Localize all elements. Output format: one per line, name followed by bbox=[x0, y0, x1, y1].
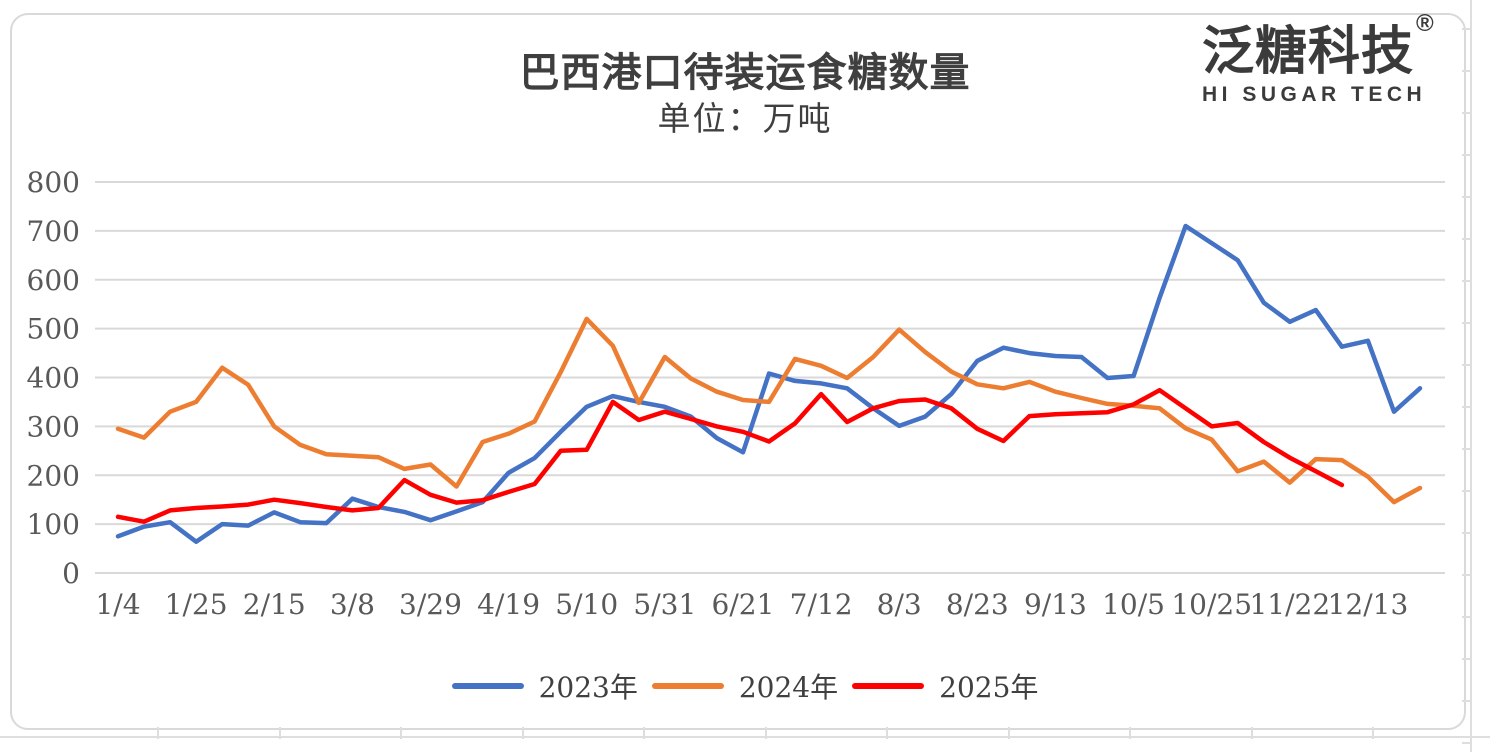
y-axis-tick-label: 700 bbox=[27, 215, 80, 248]
worksheet-gridline bbox=[1462, 658, 1472, 660]
worksheet-gridline bbox=[1462, 322, 1472, 324]
worksheet-gridline bbox=[1462, 154, 1472, 156]
x-axis-tick-label: 5/10 bbox=[555, 588, 618, 621]
x-axis-tick-label: 6/21 bbox=[712, 588, 775, 621]
x-axis-tick-label: 5/31 bbox=[633, 588, 696, 621]
x-axis-tick-label: 4/19 bbox=[477, 588, 540, 621]
chart-unit-subtitle: 单位：万吨 bbox=[657, 99, 833, 138]
worksheet-gridline bbox=[1462, 448, 1472, 450]
x-axis-tick-label: 10/25 bbox=[1171, 588, 1252, 621]
y-axis-tick-label: 100 bbox=[27, 508, 80, 541]
worksheet-gridline bbox=[1462, 196, 1472, 198]
worksheet-gridline bbox=[1470, 0, 1472, 752]
worksheet-gridline bbox=[1462, 532, 1472, 534]
logo-text-cn: 泛糖科技® bbox=[1202, 9, 1435, 81]
worksheet-gridline bbox=[521, 727, 524, 739]
y-axis-tick-label: 300 bbox=[27, 410, 80, 443]
worksheet-gridline bbox=[1007, 727, 1010, 739]
x-axis-tick-label: 1/4 bbox=[95, 588, 140, 621]
legend-swatch-2024年 bbox=[651, 683, 724, 689]
legend-swatch-2025年 bbox=[852, 683, 925, 689]
worksheet-gridline bbox=[157, 727, 159, 739]
x-axis-tick-label: 8/23 bbox=[946, 588, 1009, 621]
series-line-2025年 bbox=[115, 387, 1345, 524]
worksheet-gridline bbox=[1462, 490, 1472, 492]
worksheet-gridline bbox=[0, 736, 1490, 738]
registered-trademark-icon: ® bbox=[1416, 9, 1435, 37]
chart-title: 巴西港口待装运食糖数量 bbox=[519, 49, 971, 96]
x-axis-tick-label: 10/5 bbox=[1102, 588, 1165, 621]
x-axis-tick-label: 1/25 bbox=[165, 588, 228, 621]
y-axis-tick-label: 800 bbox=[27, 166, 80, 199]
y-axis-tick-label: 600 bbox=[27, 264, 80, 297]
worksheet-gridline bbox=[1129, 727, 1131, 739]
chart-frame bbox=[10, 13, 1466, 730]
worksheet-gridline bbox=[1462, 406, 1472, 408]
x-axis-tick-label: 9/13 bbox=[1024, 588, 1087, 621]
worksheet-gridline bbox=[1250, 727, 1253, 739]
worksheet-gridline bbox=[1462, 70, 1472, 72]
worksheet-gridline bbox=[1462, 700, 1472, 702]
worksheet-gridline bbox=[1372, 727, 1374, 739]
worksheet-gridline bbox=[886, 727, 888, 739]
x-axis-tick-label: 3/29 bbox=[399, 588, 462, 621]
y-axis-tick-label: 0 bbox=[62, 557, 80, 590]
worksheet-gridline bbox=[764, 727, 767, 739]
x-axis-tick-label: 2/15 bbox=[243, 588, 306, 621]
brand-logo: 泛糖科技® HI SUGAR TECH bbox=[1202, 9, 1452, 106]
worksheet-gridline bbox=[643, 727, 645, 739]
worksheet-gridline bbox=[1462, 574, 1472, 576]
worksheet-gridline bbox=[1462, 364, 1472, 366]
worksheet-gridline bbox=[1462, 616, 1472, 618]
worksheet-gridline bbox=[1462, 28, 1472, 30]
legend-item-2025年: 2025年 bbox=[852, 666, 1038, 706]
chart-legend: 2023年 2024年 2025年 bbox=[0, 666, 1490, 706]
worksheet-gridline bbox=[1462, 742, 1472, 744]
y-axis-tick-label: 500 bbox=[27, 313, 80, 346]
y-axis-tick-label: 400 bbox=[27, 362, 80, 395]
x-axis-tick-label: 12/13 bbox=[1328, 588, 1409, 621]
x-axis-tick-label: 3/8 bbox=[330, 588, 375, 621]
series-line-2023年 bbox=[115, 223, 1423, 544]
worksheet-gridline bbox=[1462, 112, 1472, 114]
x-axis-tick-label: 11/22 bbox=[1249, 588, 1330, 621]
y-axis-tick-label: 200 bbox=[27, 459, 80, 492]
x-axis-tick-label: 8/3 bbox=[877, 588, 922, 621]
legend-swatch-2023年 bbox=[451, 683, 524, 689]
legend-label: 2023年 bbox=[538, 671, 638, 704]
worksheet-gridline bbox=[278, 727, 281, 739]
series-line-2024年 bbox=[115, 316, 1423, 505]
worksheet-gridline bbox=[400, 727, 402, 739]
legend-item-2024年: 2024年 bbox=[651, 666, 839, 706]
legend-label: 2025年 bbox=[939, 671, 1039, 704]
x-axis-tick-label: 7/12 bbox=[790, 588, 853, 621]
legend-item-2023年: 2023年 bbox=[451, 666, 638, 706]
worksheet-gridline bbox=[1462, 238, 1472, 240]
logo-text-en: HI SUGAR TECH bbox=[1202, 83, 1427, 106]
worksheet-gridline bbox=[1462, 280, 1472, 282]
legend-label: 2024年 bbox=[738, 671, 839, 704]
